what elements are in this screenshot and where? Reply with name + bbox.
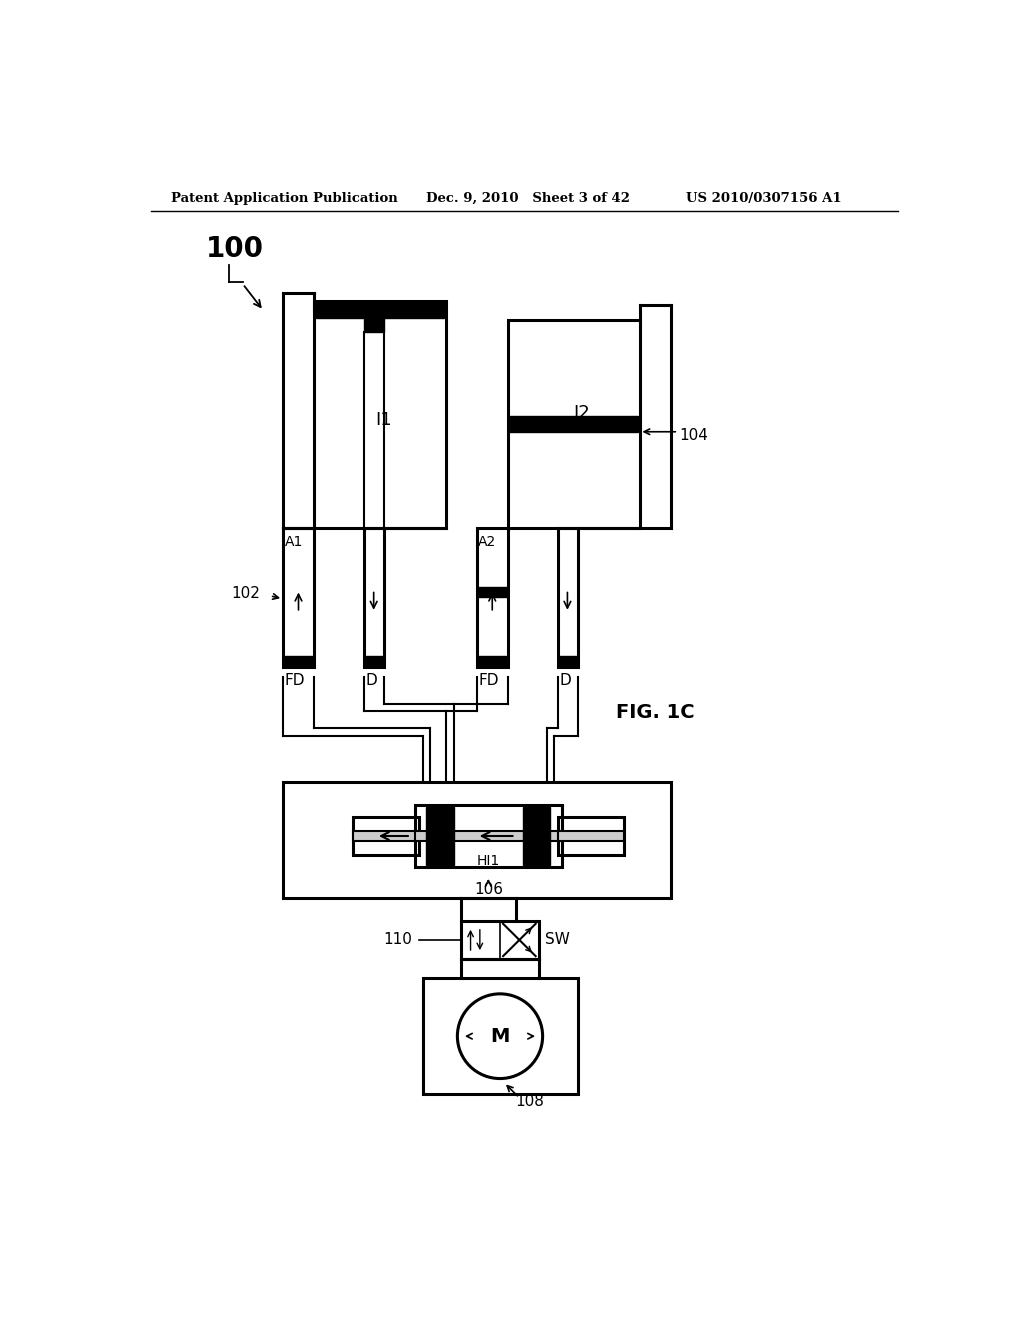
Bar	[558, 528, 578, 667]
Bar	[477, 586, 508, 598]
Bar	[558, 817, 624, 855]
Bar	[523, 807, 550, 866]
Bar	[283, 528, 314, 667]
Bar	[477, 656, 508, 667]
Text: 100: 100	[206, 235, 263, 263]
Text: US 2010/0307156 A1: US 2010/0307156 A1	[686, 191, 842, 205]
Text: D: D	[560, 673, 571, 688]
Text: SW: SW	[545, 932, 569, 948]
Text: 102: 102	[231, 586, 260, 601]
Text: 110: 110	[384, 932, 413, 948]
Text: 106: 106	[474, 882, 503, 898]
Text: A2: A2	[478, 535, 497, 549]
Bar	[315, 301, 444, 318]
Text: M: M	[490, 1027, 510, 1045]
Bar	[415, 805, 562, 867]
Bar	[415, 830, 562, 841]
Text: FD: FD	[285, 673, 305, 688]
Bar	[283, 656, 314, 667]
Text: Dec. 9, 2010   Sheet 3 of 42: Dec. 9, 2010 Sheet 3 of 42	[426, 191, 631, 205]
Text: A1: A1	[285, 535, 303, 549]
Text: FD: FD	[478, 673, 499, 688]
Text: D: D	[366, 673, 378, 688]
Bar	[461, 921, 539, 960]
Text: HI1: HI1	[477, 854, 500, 867]
Bar	[365, 318, 384, 331]
Bar	[509, 416, 638, 432]
Text: Patent Application Publication: Patent Application Publication	[171, 191, 397, 205]
Bar	[314, 301, 445, 528]
Bar	[508, 321, 640, 528]
Text: I1: I1	[376, 412, 392, 429]
Bar	[558, 830, 624, 841]
Bar	[365, 656, 384, 667]
Text: FIG. 1C: FIG. 1C	[616, 704, 695, 722]
Bar	[365, 528, 384, 667]
Bar	[352, 817, 419, 855]
Bar	[352, 830, 419, 841]
Text: 108: 108	[515, 1094, 545, 1109]
Bar	[283, 781, 671, 898]
Bar	[477, 528, 508, 667]
Bar	[423, 978, 578, 1094]
Text: 104: 104	[680, 428, 709, 444]
Bar	[558, 656, 578, 667]
Bar	[426, 807, 454, 866]
Text: I2: I2	[573, 404, 590, 421]
